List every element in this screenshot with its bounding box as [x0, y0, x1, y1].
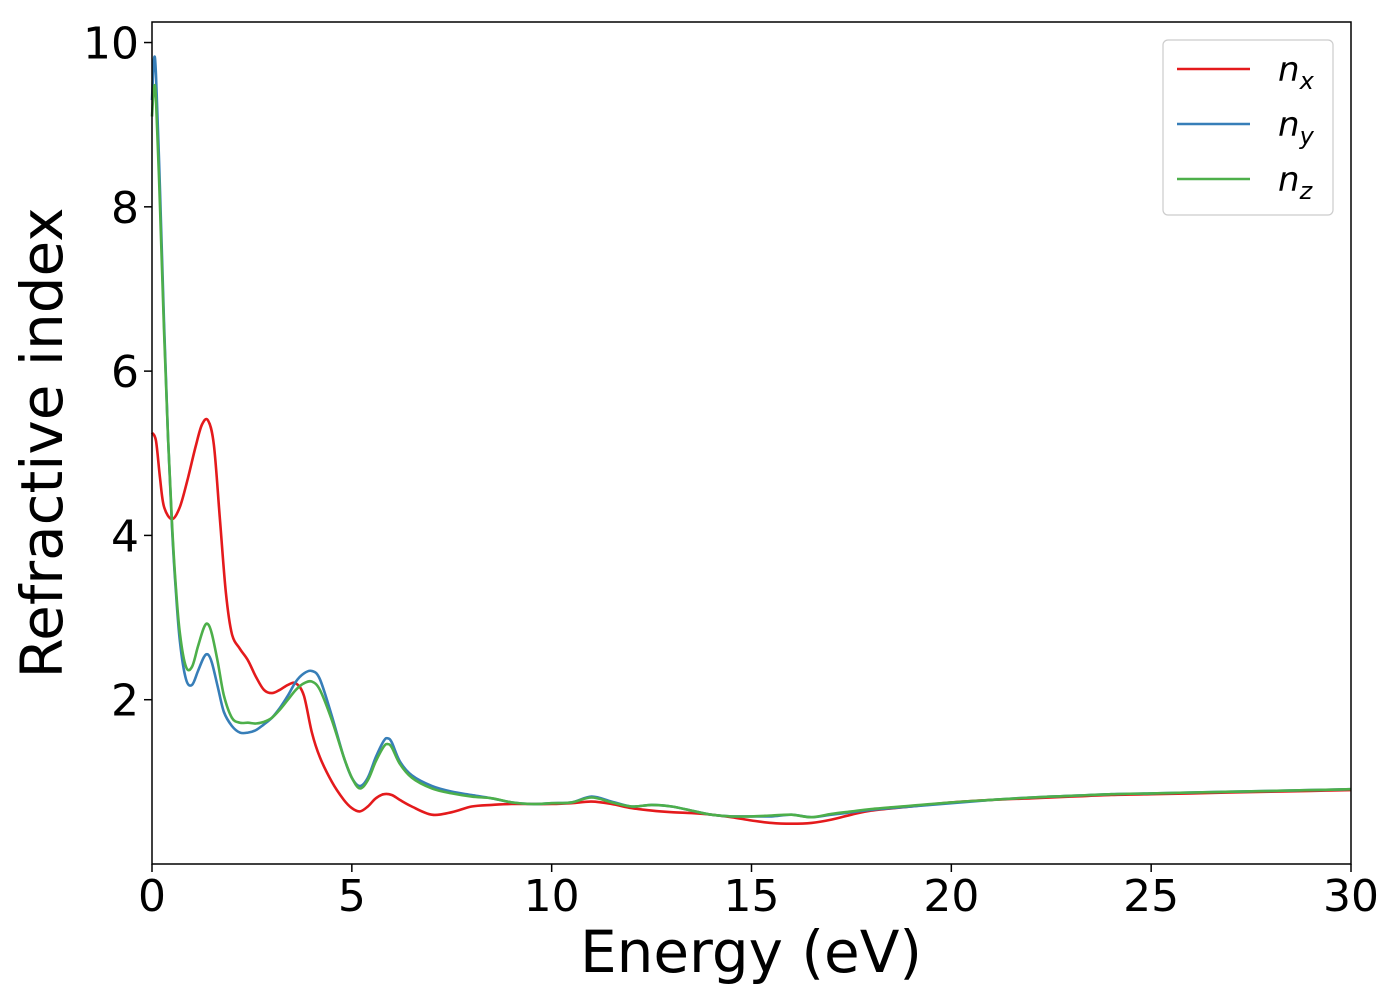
series-line-n-x: [150, 417, 1352, 825]
series-line-n-z: [150, 83, 1352, 819]
legend-label-n-z: nz: [1278, 160, 1314, 205]
x-tick-label: 5: [338, 871, 366, 922]
series-layer: [150, 55, 1352, 825]
y-tick-label: 8: [111, 183, 139, 234]
legend-box: [1162, 39, 1334, 216]
y-tick-label: 6: [111, 347, 139, 398]
y-axis-label: Refractive index: [8, 207, 76, 678]
x-tick-label: 30: [1323, 871, 1379, 922]
y-tick-label: 4: [111, 511, 139, 562]
legend-label-n-y: ny: [1278, 105, 1315, 150]
ticks-layer: 0 5 10 15 20 25 30 2 4 6 8 10: [83, 19, 1379, 922]
y-tick-label: 10: [83, 19, 139, 70]
x-axis-label: Energy (eV): [580, 918, 922, 986]
x-tick-label: 20: [923, 871, 979, 922]
x-tick-label: 0: [138, 871, 166, 922]
x-tick-label: 15: [724, 871, 780, 922]
legend-label-n-x: nx: [1278, 50, 1315, 95]
legend: nx ny nz: [1162, 39, 1334, 216]
x-tick-label: 10: [524, 871, 580, 922]
y-tick-label: 2: [111, 676, 139, 727]
x-tick-label: 25: [1123, 871, 1179, 922]
